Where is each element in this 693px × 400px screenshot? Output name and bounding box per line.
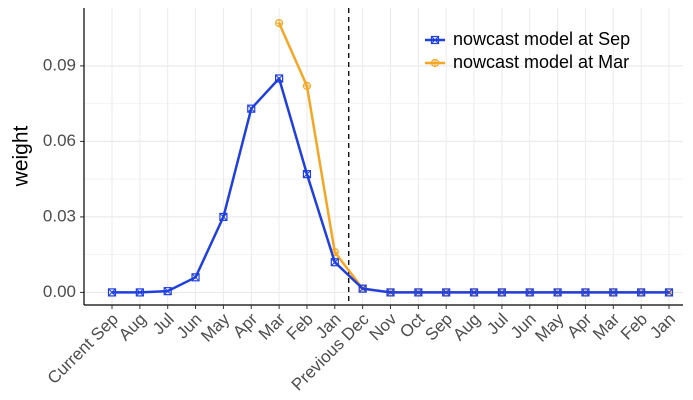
marker-box: [581, 288, 590, 297]
data-point: [497, 288, 506, 297]
data-point: [581, 288, 590, 297]
data-point: [414, 288, 423, 297]
y-tick-label: 0.09: [43, 55, 76, 74]
marker-cross: [135, 288, 144, 297]
x-tick-label: Mar: [255, 309, 289, 343]
data-point: [163, 287, 172, 296]
legend-label: nowcast model at Mar: [453, 52, 629, 72]
x-tick-label: Nov: [366, 309, 401, 344]
marker-box: [330, 258, 339, 267]
data-point: [525, 288, 534, 297]
x-tick-label: Jul: [149, 310, 178, 339]
x-tick-label: May: [531, 309, 567, 345]
marker-box: [497, 288, 506, 297]
marker-box: [609, 288, 618, 297]
data-point: [275, 19, 284, 28]
data-point: [358, 284, 367, 293]
marker-cross: [275, 74, 283, 83]
marker-cross: [431, 36, 439, 44]
marker-cross: [525, 288, 534, 297]
marker-cross: [247, 104, 256, 113]
x-tick-label: Feb: [617, 310, 651, 344]
marker-cross: [498, 288, 506, 297]
data-point: [664, 288, 674, 297]
marker-box: [637, 288, 646, 297]
marker-cross: [609, 288, 618, 297]
data-point: [302, 81, 312, 91]
x-tick-label: Sep: [421, 310, 456, 345]
x-tick-label: Mar: [589, 309, 623, 343]
marker-box: [191, 273, 200, 282]
marker-box: [525, 288, 534, 297]
marker-cross: [665, 288, 673, 297]
data-point: [219, 212, 228, 222]
marker-box: [469, 288, 479, 297]
x-tick-label: Jun: [173, 310, 206, 343]
x-tick-label: Aug: [449, 310, 484, 345]
marker-cross: [470, 288, 478, 297]
data-point: [330, 258, 339, 267]
marker-box: [430, 35, 440, 45]
marker-box: [247, 104, 256, 113]
marker-cross: [414, 288, 423, 297]
marker-box: [135, 288, 144, 297]
marker-box: [219, 212, 228, 222]
marker-box: [163, 287, 172, 296]
marker-plus: [303, 82, 311, 90]
x-tick-label: Apr: [563, 309, 595, 341]
marker-cross: [358, 284, 367, 293]
marker-cross: [553, 288, 562, 297]
marker-box: [358, 284, 367, 293]
x-tick-label: Jan: [646, 310, 679, 343]
marker-cross: [108, 288, 116, 297]
marker-box: [414, 288, 423, 297]
x-tick-label: Aug: [115, 310, 150, 345]
x-tick-label: Jun: [507, 310, 540, 343]
marker-plus: [431, 59, 439, 67]
marker-box: [553, 288, 562, 297]
marker-cross: [219, 213, 228, 221]
data-point: [442, 288, 451, 297]
legend-marker: [430, 58, 440, 68]
marker-cross: [386, 288, 395, 297]
marker-box: [302, 170, 312, 179]
x-tick-label: Oct: [396, 309, 428, 341]
data-point: [637, 288, 646, 297]
data-point: [247, 104, 256, 113]
marker-box: [664, 288, 674, 297]
legend-label: nowcast model at Sep: [453, 29, 630, 49]
marker-box: [442, 288, 451, 297]
y-axis-label: weight: [10, 125, 33, 187]
marker-cross: [581, 288, 590, 297]
x-tick-label: Feb: [283, 310, 317, 344]
marker-cross: [330, 258, 339, 267]
y-tick-label: 0.03: [43, 206, 76, 225]
data-point: [302, 170, 312, 179]
data-point: [275, 74, 284, 83]
x-tick-label: Jul: [483, 310, 512, 339]
x-tick-label: Current Sep: [44, 310, 122, 388]
legend-marker: [430, 35, 440, 45]
marker-box: [386, 288, 395, 297]
marker-cross: [163, 287, 172, 296]
data-point: [386, 288, 395, 297]
x-tick-label: May: [197, 309, 233, 345]
y-tick-label: 0.00: [43, 282, 76, 301]
data-point: [191, 273, 200, 282]
marker-box: [275, 74, 284, 83]
marker-box: [107, 288, 117, 297]
data-point: [469, 288, 479, 297]
marker-cross: [303, 170, 311, 178]
y-tick-label: 0.06: [43, 131, 76, 150]
data-point: [553, 288, 562, 297]
data-point: [135, 288, 144, 297]
marker-plus: [275, 19, 283, 27]
marker-cross: [442, 288, 451, 297]
marker-cross: [191, 273, 200, 282]
data-point: [609, 288, 618, 297]
x-tick-label: Apr: [229, 309, 261, 341]
marker-cross: [637, 288, 646, 297]
data-point: [107, 288, 117, 297]
